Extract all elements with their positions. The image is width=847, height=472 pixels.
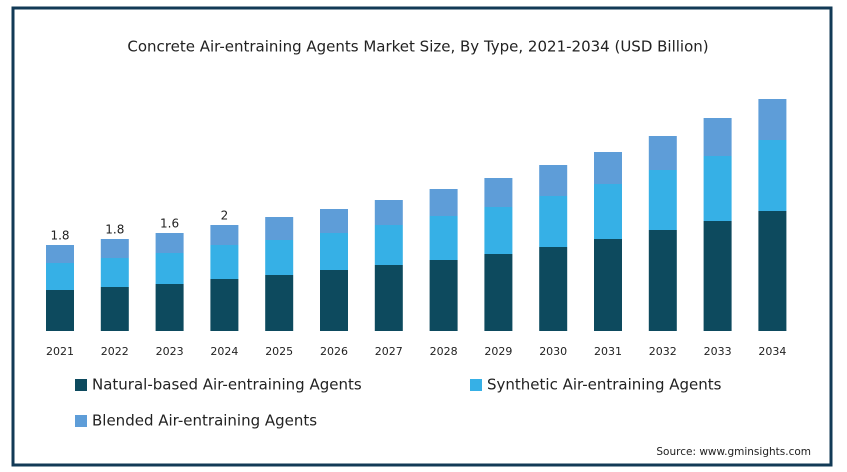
bar-segment [100, 258, 129, 287]
bar-segment [539, 196, 568, 247]
x-tick-label: 2034 [758, 345, 786, 358]
bar-segment [46, 245, 74, 263]
bar-segment [155, 253, 184, 284]
bar-segment [210, 245, 239, 279]
bar-segment [648, 136, 677, 170]
frame [11, 6, 833, 467]
bar-segment [648, 230, 677, 331]
legend-swatch [75, 379, 87, 391]
legend-label: Natural-based Air-entraining Agents [92, 376, 362, 394]
x-tick-label: 2024 [210, 345, 238, 358]
bar-segment [265, 275, 294, 331]
bar-segment [155, 284, 184, 331]
bar-segment [374, 225, 403, 265]
bar-segment [758, 140, 787, 211]
x-tick-label: 2025 [265, 345, 293, 358]
x-tick-label: 2029 [484, 345, 512, 358]
bar-segment [703, 221, 732, 331]
x-tick-label: 2030 [539, 345, 567, 358]
bar-segment [320, 270, 348, 331]
bar-segment [594, 184, 622, 239]
bar-segment [484, 207, 513, 254]
data-label: 1.6 [160, 217, 179, 231]
bar-segment [46, 263, 74, 290]
x-tick-label: 2028 [430, 345, 458, 358]
bar-segment [703, 118, 732, 156]
legend-swatch [75, 415, 87, 427]
bar-segment [265, 217, 294, 240]
bar-segment [210, 225, 239, 245]
data-label: 2 [221, 209, 229, 223]
chart-title: Concrete Air-entraining Agents Market Si… [127, 38, 708, 56]
data-label: 1.8 [50, 229, 69, 243]
bar-segment [155, 233, 184, 253]
legend-label: Blended Air-entraining Agents [92, 412, 317, 430]
bar-segment [429, 216, 458, 260]
legend-label: Synthetic Air-entraining Agents [487, 376, 722, 394]
bar-segment [484, 178, 513, 207]
bar-segment [374, 265, 403, 331]
x-tick-label: 2021 [46, 345, 74, 358]
bar-segment [758, 99, 787, 140]
x-tick-label: 2022 [101, 345, 129, 358]
x-tick-label: 2033 [704, 345, 732, 358]
bar-segment [265, 240, 294, 275]
bar-segment [320, 209, 348, 233]
x-tick-label: 2023 [156, 345, 184, 358]
bar-segment [539, 247, 568, 331]
bar-segment [539, 165, 568, 196]
bar-segment [429, 260, 458, 331]
bar-segment [758, 211, 787, 331]
bar-segment [374, 200, 403, 225]
bar-segment [594, 152, 622, 184]
x-tick-label: 2032 [649, 345, 677, 358]
bar-segment [46, 290, 74, 331]
bar-segment [703, 156, 732, 221]
bar-segment [429, 189, 458, 216]
bar-segment [484, 254, 513, 331]
bar-segment [648, 170, 677, 230]
bar-segment [210, 279, 239, 331]
bar-segment [320, 233, 348, 270]
x-tick-label: 2026 [320, 345, 348, 358]
data-label: 1.8 [105, 223, 124, 237]
x-tick-label: 2031 [594, 345, 622, 358]
bar-segment [594, 239, 622, 331]
x-tick-label: 2027 [375, 345, 403, 358]
bar-segment [100, 287, 129, 331]
source: Source: www.gminsights.com [656, 446, 811, 458]
legend-swatch [470, 379, 482, 391]
bar-segment [100, 239, 129, 258]
